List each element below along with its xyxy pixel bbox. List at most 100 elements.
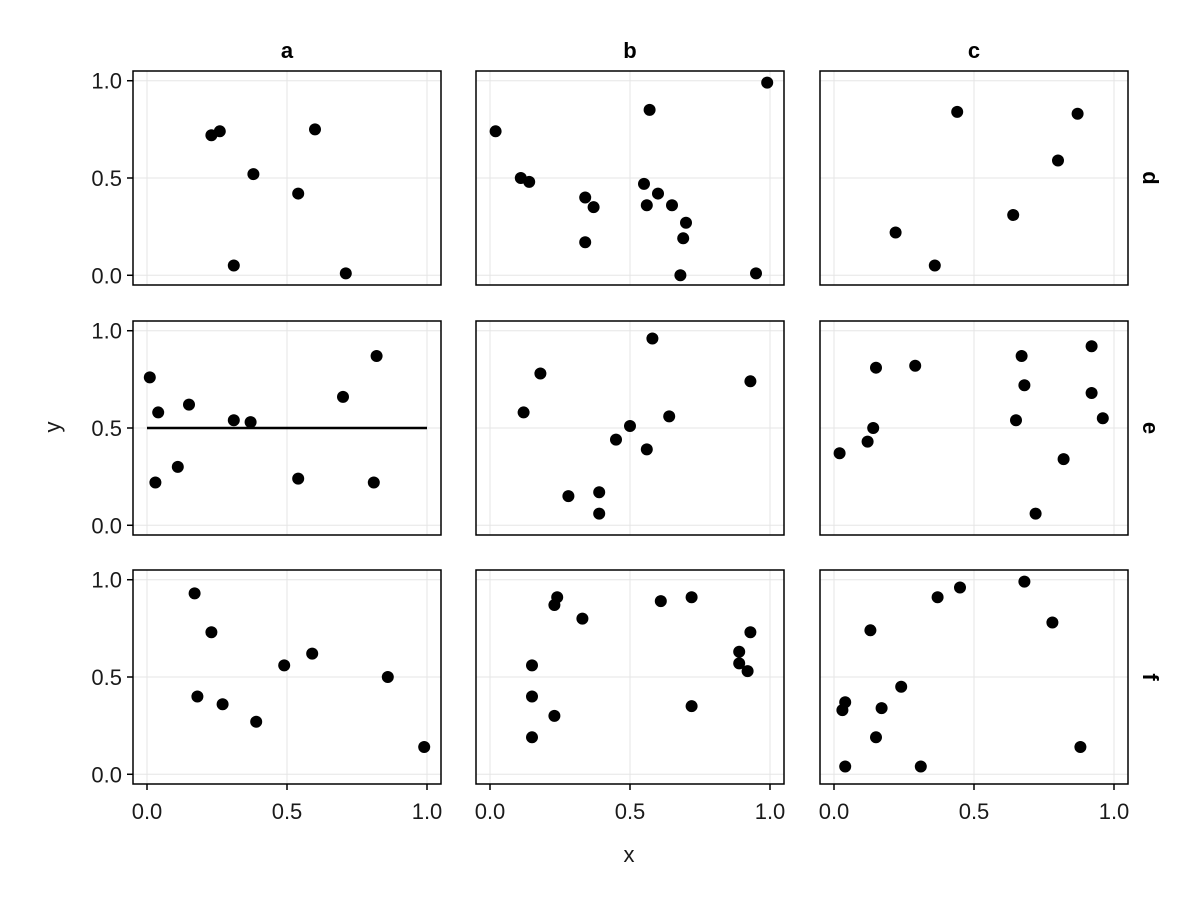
data-point bbox=[1085, 386, 1098, 399]
data-point bbox=[309, 123, 321, 136]
data-point bbox=[864, 624, 877, 637]
panel-frame bbox=[475, 70, 785, 286]
data-point bbox=[674, 269, 687, 282]
panel-grid: 0.00.51.00.00.51.00.00.51.00.0 0.5 1.0 0.0 0… bbox=[91, 69, 1129, 824]
column-title-c: c bbox=[968, 38, 980, 63]
data-point bbox=[870, 361, 882, 374]
panel-a-f: 0.0 0.5 1.0 0.0 0.5 1.0 bbox=[91, 568, 442, 824]
data-point bbox=[1015, 350, 1028, 363]
x-tick-label: 0.5 bbox=[959, 799, 990, 824]
x-axis-title: x bbox=[624, 842, 635, 867]
data-point bbox=[640, 199, 653, 212]
y-tick-label: 1.0 bbox=[91, 319, 122, 344]
y-tick-label: 0.5 bbox=[91, 166, 122, 191]
y-tick-label: 0.5 bbox=[91, 665, 122, 690]
data-point bbox=[1046, 616, 1059, 629]
panel-a-e: 0.0 0.5 1.0 bbox=[91, 319, 442, 538]
data-point bbox=[188, 587, 201, 600]
data-point bbox=[149, 476, 162, 489]
row-title-e: e bbox=[1138, 422, 1163, 434]
data-point bbox=[624, 420, 636, 433]
data-point bbox=[1071, 107, 1084, 120]
data-point bbox=[875, 702, 888, 715]
data-point bbox=[339, 267, 352, 280]
data-point bbox=[292, 187, 305, 200]
data-point bbox=[548, 709, 561, 722]
data-point bbox=[895, 680, 908, 693]
x-tick-label: 0.5 bbox=[615, 799, 646, 824]
data-point bbox=[733, 657, 746, 670]
data-point bbox=[646, 332, 659, 345]
data-point bbox=[205, 626, 218, 639]
data-point bbox=[1052, 154, 1064, 167]
data-point bbox=[610, 433, 622, 446]
data-point bbox=[1018, 379, 1031, 392]
panel-b-e bbox=[475, 320, 785, 536]
data-point bbox=[951, 105, 964, 118]
data-point bbox=[171, 460, 184, 473]
panel-b-d bbox=[475, 70, 785, 286]
data-point bbox=[685, 700, 698, 713]
row-title-d: d bbox=[1138, 171, 1163, 184]
x-tick-label: 0.0 bbox=[475, 799, 506, 824]
data-point bbox=[381, 671, 394, 683]
y-tick-label: 0.0 bbox=[91, 513, 122, 538]
data-point bbox=[1018, 575, 1031, 588]
data-point bbox=[733, 645, 746, 658]
data-point bbox=[213, 125, 226, 138]
panel-a-d: 0.0 0.5 1.0 bbox=[91, 69, 442, 288]
y-axis-title: y bbox=[40, 422, 65, 433]
panel-c-d bbox=[819, 70, 1129, 286]
data-point bbox=[666, 199, 678, 212]
x-tick-label: 0.5 bbox=[272, 799, 303, 824]
column-title-b: b bbox=[623, 38, 636, 63]
data-point bbox=[867, 422, 880, 434]
row-titles: d e f bbox=[1138, 171, 1163, 681]
data-point bbox=[576, 612, 589, 625]
data-point bbox=[143, 371, 156, 384]
data-point bbox=[1085, 340, 1098, 353]
data-point bbox=[526, 731, 538, 744]
data-point bbox=[654, 595, 667, 608]
data-point bbox=[889, 226, 902, 239]
data-point bbox=[861, 435, 874, 448]
data-point bbox=[247, 168, 260, 181]
data-point bbox=[579, 236, 592, 249]
data-point bbox=[1029, 507, 1042, 520]
data-point bbox=[1007, 208, 1020, 221]
data-point bbox=[741, 665, 754, 678]
panel-frame bbox=[819, 320, 1129, 536]
panel-c-f: 0.0 0.5 1.0 bbox=[819, 569, 1130, 824]
y-tick-label: 1.0 bbox=[91, 69, 122, 94]
data-point bbox=[593, 486, 606, 499]
x-tick-label: 1.0 bbox=[412, 799, 443, 824]
data-point bbox=[526, 659, 538, 672]
data-point bbox=[750, 267, 762, 280]
data-point bbox=[685, 591, 698, 604]
data-point bbox=[244, 416, 257, 429]
data-point bbox=[870, 731, 882, 744]
data-point bbox=[761, 76, 774, 89]
data-point bbox=[1057, 453, 1070, 466]
data-point bbox=[928, 259, 941, 272]
row-title-f: f bbox=[1138, 673, 1163, 681]
x-tick-label: 1.0 bbox=[1099, 799, 1130, 824]
data-point bbox=[523, 175, 536, 188]
data-point bbox=[833, 447, 846, 460]
x-tick-label: 0.0 bbox=[132, 799, 163, 824]
data-point bbox=[593, 507, 606, 520]
data-point bbox=[579, 191, 592, 204]
data-point bbox=[640, 443, 653, 456]
data-point bbox=[638, 177, 650, 190]
data-point bbox=[152, 406, 165, 419]
x-tick-label: 1.0 bbox=[755, 799, 786, 824]
data-point bbox=[367, 476, 380, 489]
data-point bbox=[306, 647, 319, 660]
data-point bbox=[1074, 741, 1087, 754]
data-point bbox=[278, 659, 291, 672]
data-point bbox=[836, 704, 849, 717]
data-point bbox=[526, 690, 538, 703]
column-titles: a b c bbox=[281, 38, 980, 63]
